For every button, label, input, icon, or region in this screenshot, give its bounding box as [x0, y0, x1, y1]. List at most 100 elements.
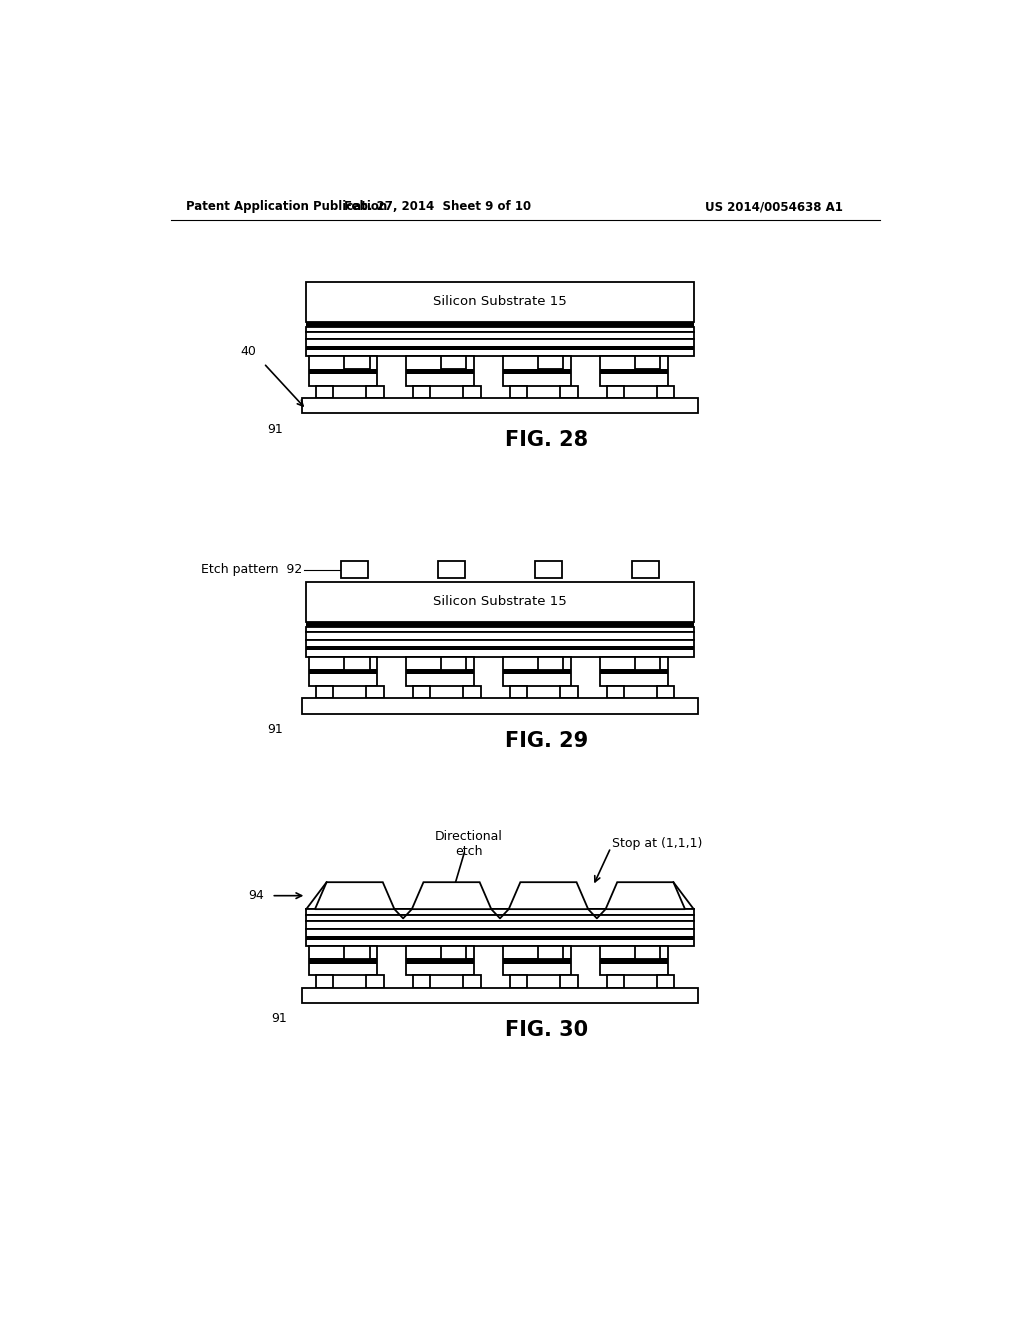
Bar	[306, 909, 693, 915]
Bar	[309, 356, 377, 385]
Bar	[306, 281, 693, 322]
Bar	[539, 946, 563, 960]
Bar	[367, 686, 384, 698]
Bar	[441, 356, 467, 370]
Text: Silicon Substrate 15: Silicon Substrate 15	[433, 296, 567, 308]
Bar	[503, 656, 570, 686]
Bar	[560, 686, 578, 698]
Bar	[309, 669, 377, 675]
Bar	[344, 656, 370, 669]
Bar	[441, 946, 467, 960]
Bar	[503, 958, 570, 964]
Text: 15: 15	[541, 890, 556, 902]
Text: FIG. 30: FIG. 30	[505, 1020, 588, 1040]
Bar	[306, 915, 693, 921]
Bar	[560, 975, 578, 987]
Bar	[510, 385, 527, 397]
Bar	[535, 561, 562, 578]
Bar	[503, 356, 570, 385]
Bar	[302, 987, 697, 1003]
Bar	[306, 936, 693, 940]
Text: 91: 91	[271, 1012, 287, 1026]
Text: FIG. 28: FIG. 28	[505, 430, 588, 450]
Text: 15: 15	[444, 890, 459, 902]
Bar	[635, 656, 660, 669]
Bar	[413, 975, 430, 987]
Bar	[306, 339, 693, 356]
Bar	[600, 669, 668, 675]
Text: 94: 94	[248, 890, 263, 902]
Bar	[407, 946, 474, 975]
Bar	[309, 368, 377, 374]
Text: 40: 40	[241, 345, 256, 358]
Bar	[306, 632, 693, 640]
Bar	[438, 561, 465, 578]
Text: Patent Application Publication: Patent Application Publication	[186, 201, 387, 214]
Bar	[635, 946, 660, 960]
Text: US 2014/0054638 A1: US 2014/0054638 A1	[706, 201, 843, 214]
Bar	[306, 640, 693, 656]
Bar	[407, 368, 474, 374]
Bar	[539, 356, 563, 370]
Text: 15: 15	[638, 890, 653, 902]
Text: Stop at (1,1,1): Stop at (1,1,1)	[612, 837, 702, 850]
Bar	[657, 975, 675, 987]
Bar	[341, 561, 369, 578]
Bar	[306, 627, 693, 632]
Bar	[606, 385, 624, 397]
Bar	[316, 975, 334, 987]
Polygon shape	[605, 882, 685, 909]
Bar	[309, 656, 377, 686]
Bar	[407, 669, 474, 675]
Bar	[657, 385, 675, 397]
Bar	[463, 975, 480, 987]
Bar	[309, 946, 377, 975]
Bar	[306, 331, 693, 339]
Bar	[306, 622, 693, 627]
Bar	[306, 322, 693, 327]
Bar	[306, 327, 693, 331]
Bar	[463, 686, 480, 698]
Bar	[510, 975, 527, 987]
Bar	[413, 686, 430, 698]
Bar	[306, 921, 693, 929]
Bar	[413, 385, 430, 397]
Polygon shape	[315, 882, 394, 909]
Bar	[316, 686, 334, 698]
Bar	[344, 356, 370, 370]
Bar	[600, 958, 668, 964]
Bar	[302, 397, 697, 413]
Text: Etch pattern  92: Etch pattern 92	[201, 564, 302, 576]
Bar	[539, 656, 563, 669]
Bar	[510, 686, 527, 698]
Bar	[306, 647, 693, 649]
Bar	[503, 669, 570, 675]
Bar	[407, 356, 474, 385]
Bar	[463, 385, 480, 397]
Bar	[600, 368, 668, 374]
Bar	[367, 385, 384, 397]
Polygon shape	[509, 882, 588, 909]
Bar	[306, 346, 693, 350]
Text: Silicon Substrate 15: Silicon Substrate 15	[433, 595, 567, 609]
Text: 91: 91	[267, 723, 283, 735]
Bar	[503, 946, 570, 975]
Text: Feb. 27, 2014  Sheet 9 of 10: Feb. 27, 2014 Sheet 9 of 10	[344, 201, 531, 214]
Bar	[606, 686, 624, 698]
Text: 15: 15	[347, 890, 362, 902]
Bar	[635, 356, 660, 370]
Bar	[657, 686, 675, 698]
Bar	[302, 698, 697, 714]
Bar	[407, 656, 474, 686]
Bar	[632, 561, 658, 578]
Bar	[600, 656, 668, 686]
Bar	[316, 385, 334, 397]
Bar	[306, 929, 693, 946]
Bar	[309, 958, 377, 964]
Bar	[606, 975, 624, 987]
Bar	[600, 356, 668, 385]
Polygon shape	[412, 882, 492, 909]
Bar	[441, 656, 467, 669]
Bar	[560, 385, 578, 397]
Bar	[600, 946, 668, 975]
